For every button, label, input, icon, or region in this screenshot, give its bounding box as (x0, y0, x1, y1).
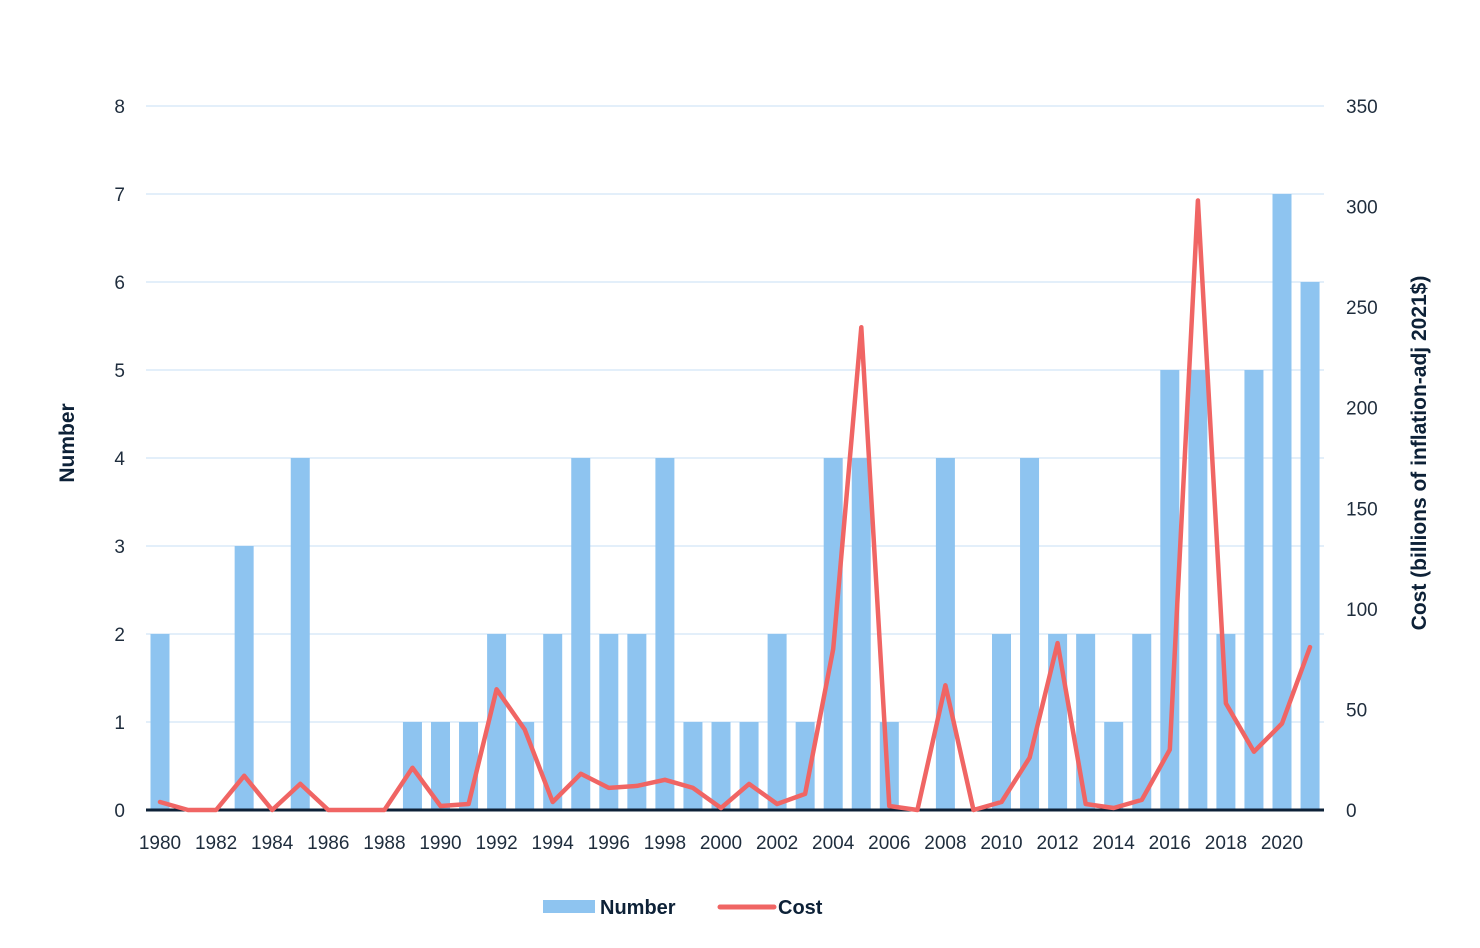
x-tick-label: 2002 (756, 833, 798, 854)
x-tick-label: 1998 (644, 833, 686, 854)
bar-2017 (1188, 370, 1208, 810)
bar-2012 (1048, 634, 1068, 810)
legend-number-swatch (543, 900, 595, 913)
right-tick-label: 350 (1346, 97, 1378, 118)
right-tick-label: 300 (1346, 198, 1378, 219)
bar-2003 (795, 722, 815, 810)
x-tick-label: 1988 (363, 833, 405, 854)
left-tick-label: 1 (114, 713, 125, 734)
bar-1983 (234, 546, 254, 810)
bar-2021 (1300, 282, 1320, 810)
left-tick-label: 7 (114, 185, 125, 206)
bar-2015 (1132, 634, 1152, 810)
bar-1985 (290, 458, 310, 810)
x-tick-label: 1984 (251, 833, 294, 854)
bar-series-number (150, 194, 1320, 810)
left-axis-ticks: 0 1 2 3 4 5 6 7 8 (114, 97, 125, 822)
bar-1999 (683, 722, 703, 810)
bar-1994 (543, 634, 563, 810)
bar-2002 (767, 634, 787, 810)
x-tick-label: 2000 (700, 833, 742, 854)
x-tick-label: 2010 (980, 833, 1022, 854)
bar-1997 (627, 634, 647, 810)
x-tick-label: 1982 (195, 833, 237, 854)
bar-2010 (992, 634, 1011, 810)
x-tick-label: 1980 (139, 833, 181, 854)
right-axis-ticks: 0 50 100 150 200 250 300 350 (1346, 97, 1378, 822)
right-tick-label: 250 (1346, 298, 1378, 319)
x-tick-label: 2014 (1093, 833, 1136, 854)
bar-2008 (935, 458, 955, 810)
bar-2013 (1076, 634, 1096, 810)
right-axis-title: Cost (billions of inflation-adj 2021$) (1408, 276, 1431, 631)
x-tick-label: 1996 (588, 833, 630, 854)
x-tick-label: 2018 (1205, 833, 1247, 854)
left-axis-title: Number (56, 403, 79, 482)
x-tick-label: 1986 (307, 833, 349, 854)
legend-cost-label: Cost (778, 897, 823, 919)
bar-1998 (655, 458, 675, 810)
bar-1990 (431, 722, 450, 810)
left-tick-label: 6 (114, 273, 125, 294)
x-tick-label: 1992 (475, 833, 517, 854)
bar-2018 (1216, 634, 1236, 810)
left-tick-label: 2 (114, 625, 125, 646)
x-tick-label: 2012 (1036, 833, 1078, 854)
x-tick-label: 1990 (419, 833, 461, 854)
legend: Number Cost (543, 897, 823, 919)
bar-2001 (739, 722, 759, 810)
left-tick-label: 8 (114, 97, 125, 118)
bar-2020 (1272, 194, 1292, 810)
bar-2014 (1104, 722, 1124, 810)
x-tick-label: 1994 (532, 833, 575, 854)
x-tick-label: 2006 (868, 833, 910, 854)
bar-2011 (1020, 458, 1040, 810)
left-tick-label: 5 (114, 361, 125, 382)
legend-number-label: Number (600, 897, 676, 919)
left-tick-label: 4 (114, 449, 125, 470)
bar-1995 (571, 458, 591, 810)
bar-2005 (851, 458, 871, 810)
bar-2019 (1244, 370, 1264, 810)
x-tick-label: 2008 (924, 833, 966, 854)
x-axis-ticks: 1980 1982 1984 1986 1988 1990 1992 1994 1996 1998… (139, 833, 1303, 854)
gridlines (146, 105, 1324, 723)
x-tick-label: 2020 (1261, 833, 1303, 854)
right-tick-label: 0 (1346, 801, 1357, 822)
bar-1996 (599, 634, 619, 810)
right-tick-label: 50 (1346, 700, 1367, 721)
bar-1980 (150, 634, 170, 810)
x-tick-label: 2004 (812, 833, 855, 854)
right-tick-label: 150 (1346, 499, 1378, 520)
x-tick-label: 2016 (1149, 833, 1191, 854)
bar-2000 (711, 722, 731, 810)
bar-1992 (487, 634, 507, 810)
right-tick-label: 200 (1346, 399, 1378, 420)
line-series-cost (157, 198, 1313, 813)
left-tick-label: 0 (114, 801, 125, 822)
right-tick-label: 100 (1346, 600, 1378, 621)
left-tick-label: 3 (114, 537, 125, 558)
